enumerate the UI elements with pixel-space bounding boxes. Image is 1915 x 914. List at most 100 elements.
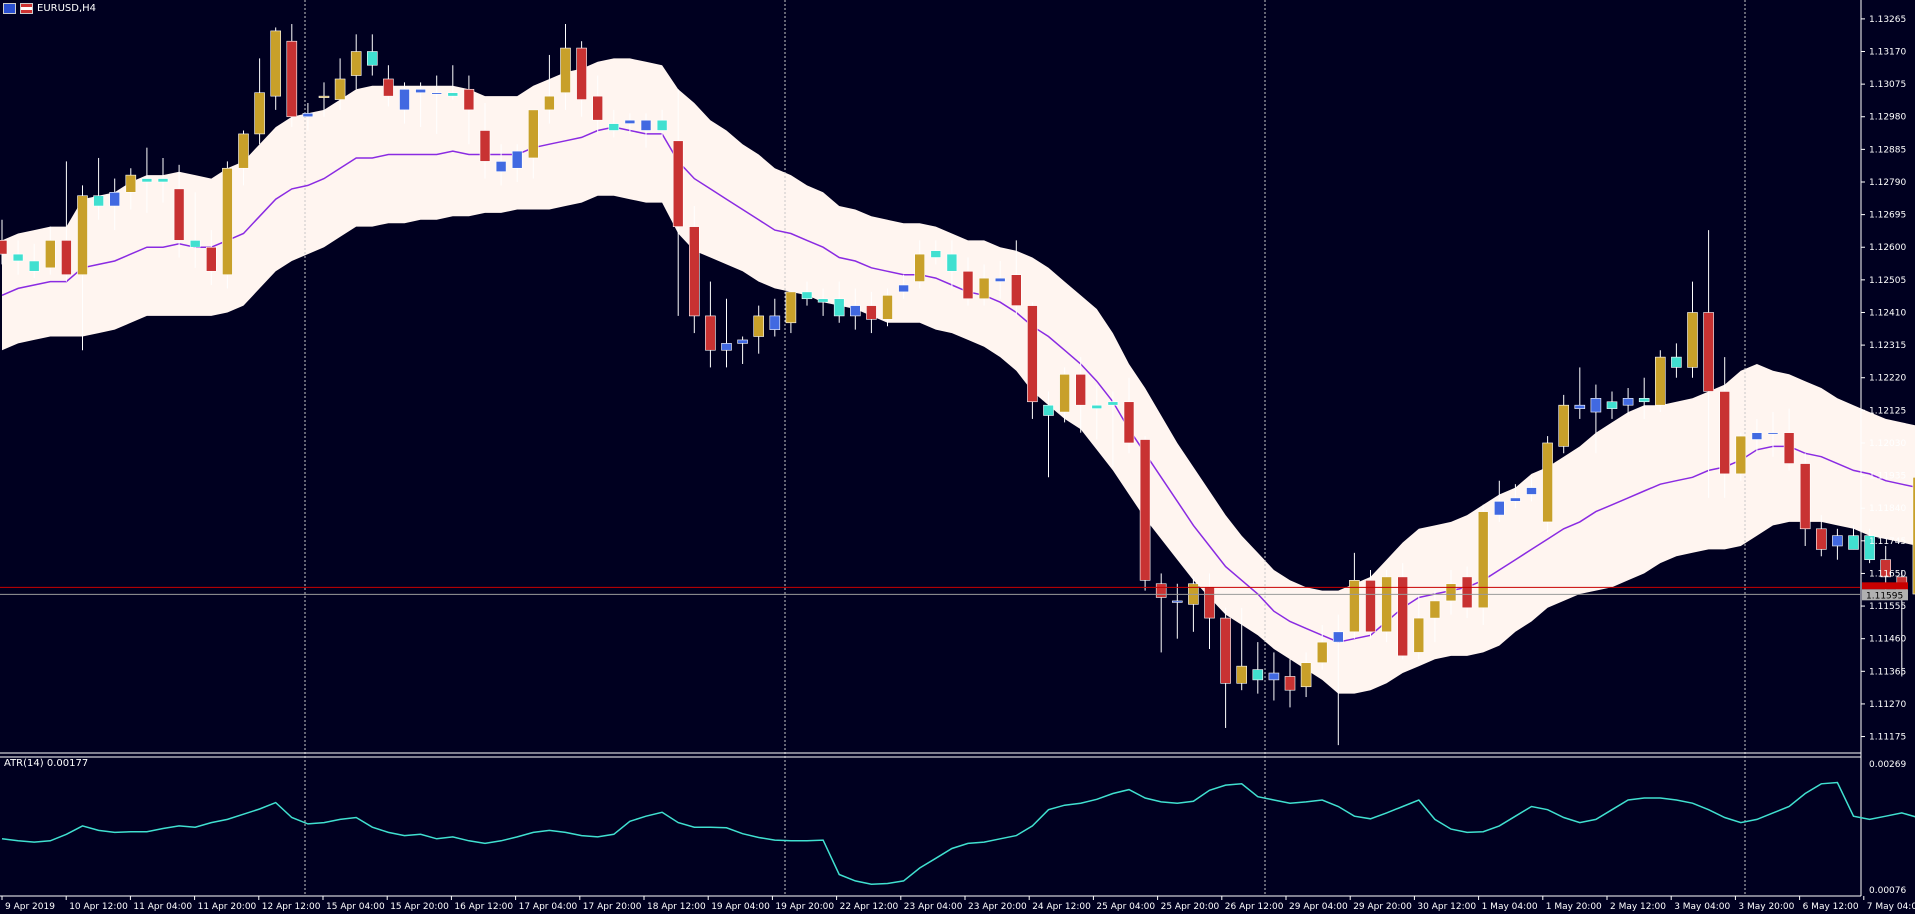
- candle-body: [1300, 662, 1312, 688]
- candle-body: [93, 195, 104, 207]
- candle-body: [817, 298, 829, 303]
- time-tick-label: 17 Apr 04:00: [519, 902, 578, 912]
- candle-body: [1848, 535, 1859, 550]
- candle-body: [1783, 432, 1795, 464]
- candle-body: [1316, 641, 1328, 664]
- candle-body: [592, 95, 604, 121]
- candle-body: [1510, 497, 1521, 502]
- time-tick-label: 10 Apr 12:00: [69, 902, 128, 912]
- candle-body: [44, 240, 56, 269]
- candle-body: [1268, 672, 1280, 681]
- price-tick-label: 1.12315: [1869, 341, 1906, 351]
- candle-body: [1204, 586, 1215, 619]
- candle-body: [882, 295, 893, 320]
- price-tick-label: 1.11745: [1869, 537, 1906, 547]
- current-price-tag: 1.11595: [1862, 582, 1908, 601]
- candle-body: [1139, 439, 1151, 581]
- candle-body: [415, 88, 426, 94]
- price-tick-label: 1.11365: [1869, 667, 1906, 677]
- candle-body: [930, 250, 942, 258]
- price-tick-label: 1.12505: [1869, 276, 1906, 286]
- price-tick-label: 1.12220: [1869, 374, 1906, 384]
- candle-body: [1832, 535, 1843, 547]
- candle-body: [1606, 401, 1618, 409]
- candle-body: [1880, 559, 1891, 578]
- candle-body: [1767, 432, 1779, 435]
- candle-body: [898, 284, 909, 293]
- price-tick-label: 1.12030: [1869, 439, 1906, 449]
- price-tick-label: 1.12125: [1869, 406, 1906, 416]
- candle-body: [1075, 373, 1086, 406]
- candle-body: [189, 240, 201, 248]
- price-tick-label: 1.11175: [1869, 733, 1906, 743]
- candle-body: [1365, 580, 1376, 633]
- candle-body: [1574, 404, 1586, 409]
- price-tick-label: 1.11555: [1869, 602, 1906, 612]
- candle-body: [77, 195, 88, 276]
- current-price-label: 1.11595: [1866, 591, 1903, 601]
- candle-body: [1059, 373, 1070, 413]
- candle-body: [1816, 528, 1827, 550]
- candle-body: [1413, 617, 1425, 653]
- atr-max-label: 0.00269: [1869, 760, 1906, 770]
- time-tick-label: 9 Apr 2019: [5, 902, 55, 912]
- price-tick-label: 1.12980: [1869, 113, 1906, 123]
- candle-body: [28, 260, 40, 272]
- price-tick-label: 1.13170: [1869, 48, 1906, 58]
- candle-body: [994, 277, 1006, 282]
- time-tick-label: 29 Apr 20:00: [1353, 902, 1412, 912]
- candle-body: [1542, 442, 1553, 523]
- candle-body: [1381, 576, 1392, 633]
- candle-body: [318, 95, 330, 98]
- price-tick-label: 1.12410: [1869, 308, 1906, 318]
- candle-body: [849, 305, 861, 317]
- candle-body: [1349, 580, 1360, 633]
- time-tick-label: 3 May 04:00: [1674, 902, 1730, 912]
- price-tick-label: 1.11840: [1869, 504, 1906, 514]
- time-tick-label: 11 Apr 20:00: [198, 902, 257, 912]
- candle-body: [1397, 576, 1408, 657]
- candle-body: [1622, 398, 1634, 406]
- time-tick-label: 24 Apr 12:00: [1032, 902, 1091, 912]
- time-tick-label: 11 Apr 04:00: [133, 902, 192, 912]
- candle-body: [1751, 432, 1763, 440]
- candle-body: [109, 191, 120, 207]
- candle-body: [914, 253, 926, 282]
- time-tick-label: 23 Apr 04:00: [904, 902, 963, 912]
- time-tick-label: 15 Apr 04:00: [326, 902, 385, 912]
- symbol-title: EURUSD,H4: [3, 3, 96, 14]
- price-tick-label: 1.11270: [1869, 700, 1906, 710]
- candle-body: [1445, 583, 1457, 602]
- candle-body: [1703, 312, 1714, 392]
- candle-body: [61, 240, 72, 276]
- candle-body: [978, 277, 990, 300]
- candle-body: [270, 30, 282, 97]
- time-tick-label: 19 Apr 20:00: [775, 902, 834, 912]
- price-tick-label: 1.12695: [1869, 211, 1906, 221]
- candle-body: [737, 339, 748, 344]
- eu-flag-icon: [3, 3, 16, 14]
- time-tick-label: 17 Apr 20:00: [583, 902, 642, 912]
- candle-body: [1107, 401, 1119, 406]
- candle-body: [431, 92, 443, 95]
- atr-indicator-label: ATR(14) 0.00177: [4, 758, 89, 769]
- time-tick-label: 1 May 20:00: [1546, 902, 1602, 912]
- candle-body: [576, 47, 587, 100]
- price-tick-label: 1.11650: [1869, 569, 1906, 579]
- candle-body: [495, 161, 507, 172]
- time-tick-label: 25 Apr 20:00: [1161, 902, 1220, 912]
- candle-body: [157, 178, 169, 183]
- candle-body: [254, 92, 265, 135]
- time-tick-label: 16 Apr 12:00: [454, 902, 513, 912]
- atr-line: [1, 781, 1915, 885]
- candle-body: [672, 140, 684, 227]
- candle-body: [946, 253, 958, 272]
- candle-body: [1719, 391, 1730, 475]
- candle-body: [302, 113, 314, 118]
- candle-body: [1590, 398, 1602, 413]
- candle-body: [1735, 435, 1747, 475]
- candle-body: [1912, 476, 1915, 595]
- time-tick-label: 15 Apr 20:00: [390, 902, 449, 912]
